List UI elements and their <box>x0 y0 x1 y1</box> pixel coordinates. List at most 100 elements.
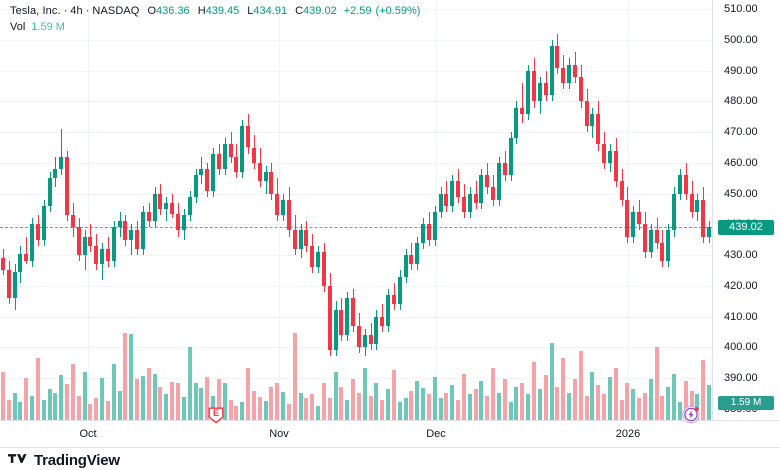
candle-body <box>514 107 519 139</box>
candle-body <box>485 175 490 188</box>
candle-body <box>88 236 93 246</box>
candle-body <box>666 230 671 262</box>
volume-bar <box>567 392 572 421</box>
volume-bar <box>654 346 659 421</box>
grid-line-horizontal <box>0 101 712 102</box>
candle-body <box>409 255 414 265</box>
interval-label[interactable]: 4h <box>70 5 83 17</box>
lightning-bolt-icon[interactable] <box>681 404 701 424</box>
time-tick-label: Dec <box>426 428 446 440</box>
symbol-name[interactable]: Tesla, Inc. <box>10 5 61 17</box>
candle-body <box>228 144 233 157</box>
volume-bar <box>333 371 338 421</box>
volume-bar <box>146 367 151 421</box>
volume-bar <box>152 373 157 421</box>
volume-value: 1.59 M <box>31 21 65 33</box>
candle-body <box>47 178 52 206</box>
candle-body <box>246 125 251 148</box>
candle-body <box>584 101 589 126</box>
tradingview-logo[interactable]: TradingView <box>8 452 120 469</box>
volume-bar <box>187 346 192 421</box>
lightning-bolt-glyph <box>682 405 700 424</box>
price-tick-label: 420.00 <box>724 279 758 292</box>
candle-body <box>164 202 169 209</box>
volume-label: Vol <box>10 21 26 33</box>
candle-body <box>467 193 472 213</box>
price-tick-label: 400.00 <box>724 341 758 354</box>
volume-bar <box>327 398 332 421</box>
candle-body <box>578 76 583 102</box>
candle-body <box>298 230 303 249</box>
volume-bar <box>461 373 466 421</box>
volume-bar <box>310 394 315 421</box>
grid-line-horizontal <box>0 163 712 164</box>
time-axis[interactable]: Oct Nov Dec 2026 <box>0 421 712 447</box>
change-percent: (+0.59%) <box>375 5 421 17</box>
volume-bar <box>479 381 484 421</box>
volume-bar <box>351 379 356 421</box>
ohlc-close-key: C <box>295 5 304 17</box>
candle-body <box>327 285 332 351</box>
candle-body <box>18 253 23 272</box>
candle-body <box>82 236 87 256</box>
price-axis[interactable]: 510.00 500.00 490.00 480.00 470.00 460.00 450.… <box>712 0 780 421</box>
candle-body <box>53 169 58 179</box>
volume-bar <box>228 400 233 421</box>
candle-body <box>397 276 402 305</box>
candle-body <box>140 212 145 249</box>
volume-bar <box>666 386 671 421</box>
volume-bar <box>584 396 589 421</box>
candle-body <box>590 113 595 126</box>
candle-body <box>117 221 122 228</box>
grid-line-horizontal <box>0 40 712 41</box>
volume-bar <box>339 386 344 421</box>
candle-body <box>642 224 647 252</box>
grid-line-horizontal <box>0 224 712 225</box>
price-tick-label: 430.00 <box>724 249 758 262</box>
volume-bar <box>321 383 326 421</box>
candle-body <box>181 215 186 231</box>
pane-bottom-border <box>0 420 780 421</box>
ohlc-open: O436.36 <box>147 4 189 18</box>
volume-bar <box>514 386 519 421</box>
grid-line-horizontal <box>0 71 712 72</box>
volume-bar <box>532 362 536 421</box>
candle-body <box>135 230 140 249</box>
volume-bar <box>631 388 636 421</box>
current-price-badge: 439.02 <box>718 219 774 235</box>
candle-body <box>345 298 350 335</box>
candle-body <box>549 46 554 96</box>
volume-bar <box>286 403 291 421</box>
candle-body <box>105 248 110 262</box>
candle-body <box>613 150 618 182</box>
earnings-shield-icon[interactable]: E <box>208 407 224 424</box>
candle-body <box>415 242 420 265</box>
candle-body <box>111 227 116 262</box>
volume-bar <box>70 364 75 421</box>
candle-body <box>683 175 688 194</box>
ohlc-low-value: 434.91 <box>253 5 288 17</box>
candle-wick <box>522 82 523 123</box>
chart-plot-area[interactable] <box>0 0 712 421</box>
volume-bar <box>602 394 607 421</box>
candle-body <box>304 230 309 246</box>
candle-body <box>362 334 367 348</box>
volume-bar <box>263 401 268 421</box>
candle-body <box>321 251 326 286</box>
candle-body <box>292 230 297 249</box>
volume-bar <box>135 379 140 421</box>
candle-body <box>146 212 151 222</box>
candle-body <box>100 248 105 265</box>
candle-body <box>496 162 501 200</box>
grid-line-vertical <box>436 0 437 421</box>
volume-bar <box>596 384 601 421</box>
time-tick-label: 2026 <box>615 428 641 440</box>
candle-body <box>129 230 134 240</box>
grid-line-vertical <box>88 0 89 421</box>
volume-bar <box>234 405 239 421</box>
volume-bar <box>368 396 373 421</box>
volume-bar <box>94 398 99 421</box>
volume-bar <box>456 400 461 421</box>
candle-body <box>368 334 373 345</box>
volume-bar <box>65 383 70 421</box>
